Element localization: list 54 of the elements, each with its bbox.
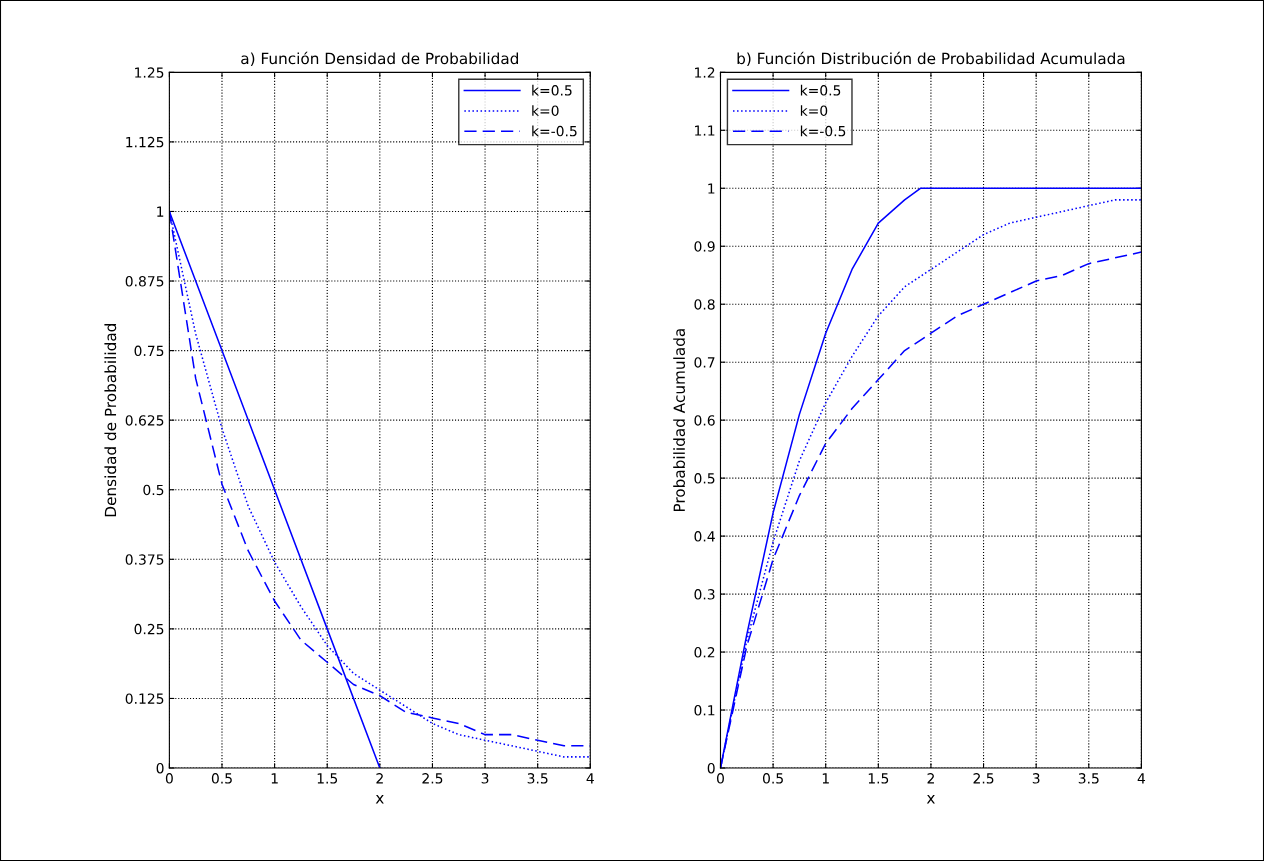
legend-label: k=0 (800, 105, 828, 116)
y-tick-label: 0.5 (694, 473, 715, 484)
y-tick-label: 0 (707, 762, 715, 774)
y-axis-title: Densidad de Probabilidad (104, 324, 117, 517)
legend-label: k=0.5 (800, 84, 841, 96)
chart-title: b) Función Distribución de Probabilidad Acumulada (737, 51, 1125, 67)
y-tick-label: 0.75 (134, 345, 164, 357)
x-tick-label: 2 (376, 773, 383, 784)
legend-label: k=-0.5 (800, 125, 846, 137)
x-tick-label: 1.5 (868, 773, 889, 784)
y-tick-label: 0.625 (125, 415, 164, 426)
x-tick-label: 3 (481, 773, 489, 784)
y-tick-label: 0.125 (125, 693, 164, 704)
y-tick-label: 0.7 (694, 357, 715, 368)
y-tick-label: 0.375 (125, 554, 164, 565)
legend-label: k=0 (532, 105, 559, 116)
x-tick-label: 3 (1032, 773, 1040, 784)
chart-title: a) Función Densidad de Probabilidad (241, 51, 518, 67)
x-tick-label: 0.5 (211, 773, 232, 784)
x-tick-label: 2 (927, 773, 934, 784)
y-tick-label: 1.25 (135, 67, 164, 78)
x-axis-title: x (926, 795, 935, 804)
y-tick-label: 0.25 (134, 623, 164, 635)
y-tick-label: 0.9 (694, 241, 715, 252)
y-tick-label: 0.8 (694, 299, 715, 310)
x-tick-label: 1 (822, 773, 829, 784)
y-tick-label: 0.1 (694, 705, 715, 716)
legend-label: k=-0.5 (532, 125, 577, 137)
x-tick-label: 0 (165, 773, 173, 784)
x-tick-label: 3.5 (527, 773, 548, 784)
y-tick-label: 0.6 (694, 415, 715, 426)
y-tick-label: 0.4 (694, 531, 715, 542)
x-tick-label: 4 (1137, 773, 1146, 784)
x-tick-label: 2.5 (973, 773, 994, 784)
x-tick-label: 1 (271, 773, 278, 784)
y-tick-label: 1 (708, 183, 715, 194)
x-tick-label: 4 (586, 773, 594, 784)
y-tick-label: 0 (156, 762, 164, 774)
y-tick-label: 0.5 (143, 484, 164, 496)
x-tick-label: 2.5 (422, 773, 443, 784)
y-tick-label: 0.3 (694, 589, 715, 600)
x-tick-label: 3.5 (1078, 773, 1099, 784)
y-tick-label: 0.2 (694, 647, 715, 658)
y-tick-label: 1.125 (126, 136, 164, 148)
y-axis-title: Probabilidad Acumulada (673, 329, 686, 512)
y-tick-label: 1.2 (695, 67, 715, 78)
y-tick-label: 1 (157, 206, 164, 217)
x-tick-label: 1.5 (317, 773, 338, 784)
x-axis-title: x (375, 795, 384, 804)
x-tick-label: 0 (716, 773, 724, 784)
legend-label: k=0.5 (532, 84, 572, 96)
x-tick-label: 0.5 (762, 773, 783, 784)
y-tick-label: 0.875 (125, 276, 164, 287)
y-tick-label: 1.1 (695, 125, 715, 136)
